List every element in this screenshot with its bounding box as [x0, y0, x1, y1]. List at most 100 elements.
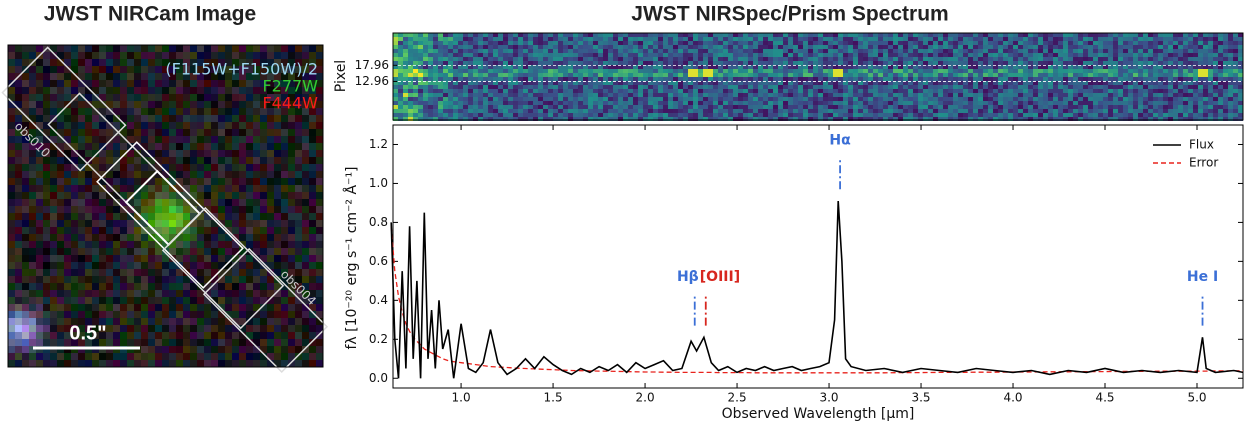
heat-cell: [678, 117, 683, 121]
heat-cell: [523, 65, 528, 69]
heat-cell: [588, 41, 593, 45]
heat-cell: [478, 113, 483, 117]
heat-cell: [738, 105, 743, 109]
pixel: [155, 66, 162, 73]
pixel: [134, 262, 141, 269]
pixel: [99, 206, 106, 213]
pixel: [239, 59, 246, 66]
pixel: [50, 150, 57, 157]
heat-cell: [963, 69, 968, 73]
pixel: [64, 213, 71, 220]
heat-cell: [403, 53, 408, 57]
pixel: [183, 283, 190, 290]
pixel: [92, 80, 99, 87]
pixel: [99, 136, 106, 143]
heat-cell: [768, 105, 773, 109]
heat-cell: [878, 69, 883, 73]
pixel: [260, 297, 267, 304]
pixel: [232, 136, 239, 143]
pixel: [176, 178, 183, 185]
heat-cell: [908, 105, 913, 109]
heat-cell: [473, 73, 478, 77]
pixel: [15, 101, 22, 108]
heat-cell: [888, 53, 893, 57]
heat-cell: [733, 53, 738, 57]
pixel: [8, 220, 15, 227]
pixel: [169, 234, 176, 241]
pixel: [302, 241, 309, 248]
heat-cell: [503, 57, 508, 61]
pixel: [197, 143, 204, 150]
pixel: [43, 255, 50, 262]
heat-cell: [848, 89, 853, 93]
heat-cell: [703, 73, 708, 77]
pixel: [267, 101, 274, 108]
heat-cell: [533, 37, 538, 41]
heat-cell: [938, 77, 943, 81]
pixel: [162, 157, 169, 164]
heat-cell: [838, 113, 843, 117]
pixel: [281, 332, 288, 339]
pixel: [190, 122, 197, 129]
pixel: [134, 360, 141, 367]
heat-cell: [1033, 41, 1038, 45]
pixel: [85, 192, 92, 199]
heat-cell: [873, 49, 878, 53]
pixel: [106, 122, 113, 129]
pixel: [22, 192, 29, 199]
pixel: [316, 255, 323, 262]
heat-cell: [498, 69, 503, 73]
heat-cell: [453, 73, 458, 77]
pixel: [134, 178, 141, 185]
pixel: [197, 45, 204, 52]
heat-cell: [478, 73, 483, 77]
heat-cell: [438, 109, 443, 113]
heat-cell: [938, 37, 943, 41]
heat-cell: [758, 81, 763, 85]
pixel: [78, 157, 85, 164]
pixel: [134, 192, 141, 199]
heat-cell: [1023, 101, 1028, 105]
heat-cell: [503, 89, 508, 93]
pixel: [141, 101, 148, 108]
pixel: [176, 115, 183, 122]
heat-cell: [448, 117, 453, 121]
heat-cell: [733, 45, 738, 49]
heat-cell: [973, 93, 978, 97]
heat-cell: [788, 65, 793, 69]
pixel: [302, 346, 309, 353]
pixel: [29, 234, 36, 241]
pixel: [169, 262, 176, 269]
heat-cell: [798, 37, 803, 41]
heat-cell: [783, 73, 788, 77]
pixel: [204, 59, 211, 66]
heat-cell: [578, 105, 583, 109]
pixel: [211, 234, 218, 241]
heat-cell: [443, 73, 448, 77]
pixel: [155, 269, 162, 276]
heat-cell: [578, 45, 583, 49]
heat-cell: [648, 57, 653, 61]
heat-cell: [483, 109, 488, 113]
heat-cell: [1008, 89, 1013, 93]
pixel: [218, 101, 225, 108]
heat-cell: [588, 73, 593, 77]
heat-cell: [833, 69, 838, 73]
heat-cell: [578, 53, 583, 57]
heat-cell: [598, 93, 603, 97]
pixel: [120, 339, 127, 346]
pixel: [29, 122, 36, 129]
heat-cell: [683, 101, 688, 105]
heat-cell: [583, 117, 588, 121]
heat-cell: [658, 105, 663, 109]
heat-cell: [613, 81, 618, 85]
pixel: [162, 227, 169, 234]
heat-cell: [858, 69, 863, 73]
heat-cell: [1008, 81, 1013, 85]
pixel: [22, 45, 29, 52]
pixel: [99, 318, 106, 325]
heat-cell: [1008, 85, 1013, 89]
heat-cell: [433, 61, 438, 65]
heat-cell: [1003, 73, 1008, 77]
heat-cell: [668, 89, 673, 93]
